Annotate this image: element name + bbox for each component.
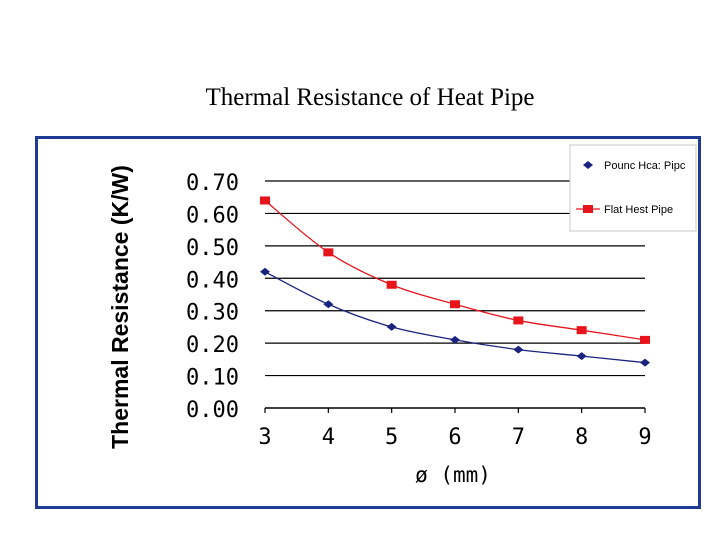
data-point xyxy=(513,316,524,325)
data-point xyxy=(640,335,650,344)
x-axis-label: ø (mm) xyxy=(415,463,491,487)
line-chart: 0.000.100.200.300.400.500.600.703 4 5 6 7 8 9 … xyxy=(107,144,697,487)
axis-layer: 0.00 0.10 0.20 0.30 0.40 0.50 0.60 0.70 3 4 5 6 7 8 9 xyxy=(186,171,652,450)
data-point xyxy=(260,267,270,276)
data-point xyxy=(513,345,524,354)
legend-marker xyxy=(583,161,593,169)
legend: Pounc Hca: Pipc Flat Hest Pipe xyxy=(569,144,697,232)
data-point xyxy=(450,300,460,309)
x-tick-label: 8 xyxy=(575,425,588,450)
grid-layer xyxy=(265,180,645,377)
y-tick-label: 0.40 xyxy=(186,268,239,293)
data-point xyxy=(323,300,334,309)
legend-marker xyxy=(583,205,593,213)
legend-label: Pounc Hca: Pipc xyxy=(604,160,686,172)
data-point xyxy=(576,352,587,361)
data-point xyxy=(323,248,334,257)
x-tick-label: 6 xyxy=(448,425,461,450)
data-point xyxy=(450,335,460,344)
y-tick-label: 0.50 xyxy=(186,236,239,261)
y-tick-label: 0.60 xyxy=(186,203,239,228)
y-axis-label: Thermal Resistance (K/W) xyxy=(107,165,133,449)
y-tick-label: 0.30 xyxy=(186,301,239,326)
data-point xyxy=(260,196,270,205)
x-tick-label: 3 xyxy=(258,425,271,450)
series-layer xyxy=(260,196,650,367)
y-tick-label: 0.00 xyxy=(186,398,239,423)
x-tick-label: 7 xyxy=(512,425,525,450)
data-point xyxy=(576,326,587,335)
data-point xyxy=(386,280,397,289)
chart-frame: 0.00 0.10 0.20 0.30 0.40 0.50 0.60 0.70 3 4 5 6 7 8 9 … xyxy=(35,136,701,509)
legend-box xyxy=(569,144,697,232)
legend-label: Flat Hest Pipe xyxy=(604,204,673,216)
data-point xyxy=(640,358,650,367)
y-tick-label: 0.10 xyxy=(186,366,239,391)
y-tick-label: 0.20 xyxy=(186,333,239,358)
y-tick-label: 0.70 xyxy=(186,171,239,196)
series-line-1 xyxy=(264,271,646,364)
x-tick-label: 9 xyxy=(638,425,651,450)
x-tick-label: 4 xyxy=(322,425,335,450)
slide-title: Thermal Resistance of Heat Pipe xyxy=(205,84,535,111)
x-tick-label: 5 xyxy=(385,425,398,450)
data-point xyxy=(386,322,397,331)
